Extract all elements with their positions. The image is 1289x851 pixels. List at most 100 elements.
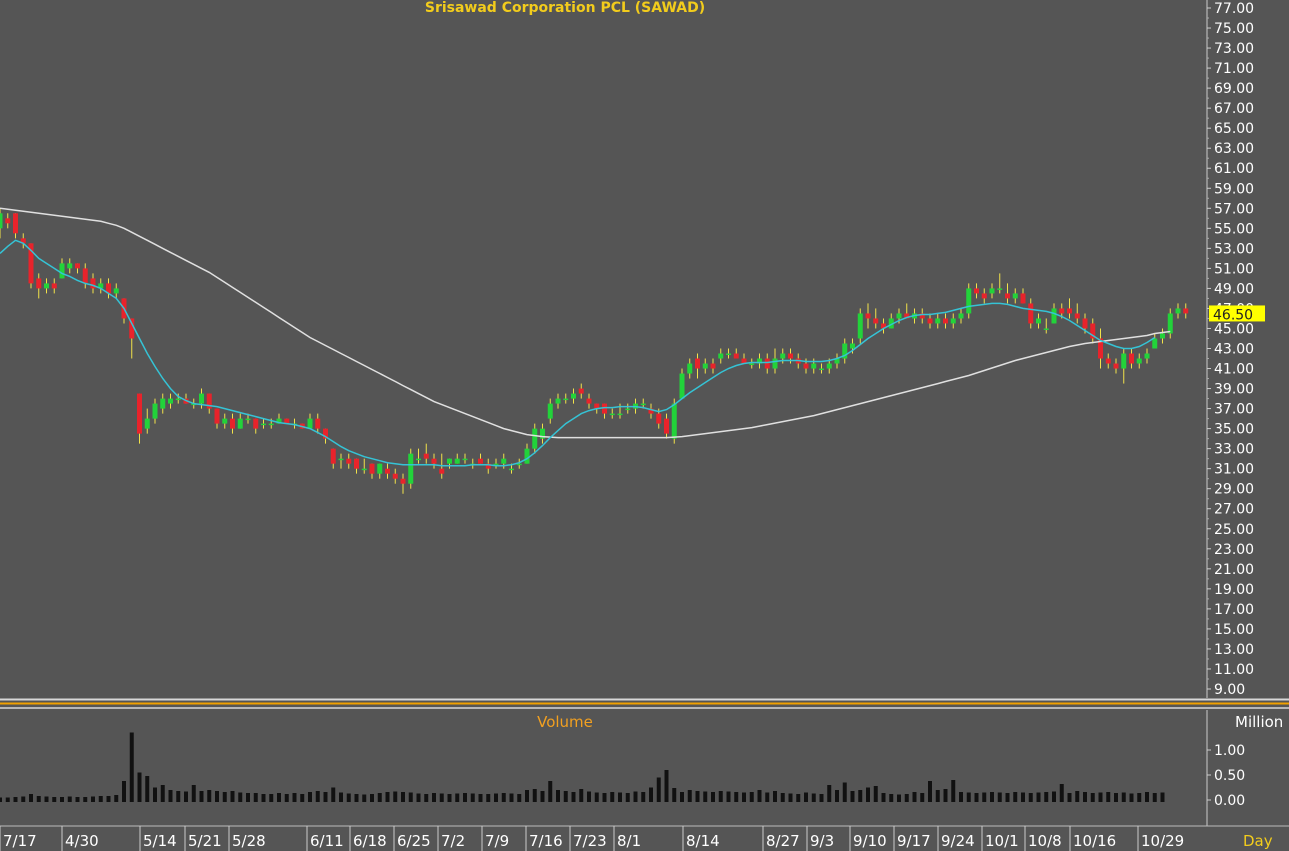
date-tick-label: 7/23 — [573, 832, 607, 850]
candle — [602, 403, 607, 419]
volume-bar — [308, 792, 312, 802]
candle — [338, 453, 344, 469]
candle-body-up — [772, 358, 778, 369]
price-tick-label: 65.00 — [1214, 121, 1254, 137]
candle — [82, 263, 88, 289]
candle-body-up — [98, 283, 104, 289]
volume-bar — [703, 791, 708, 802]
volume-bar — [1005, 793, 1010, 802]
volume-bar — [525, 790, 529, 802]
date-tick-labels: 7/17 4/30 5/14 5/21 5/28 6/11 6/18 6/25 7/2 7/9 7/… — [0, 826, 1184, 851]
candle-body-down — [881, 323, 886, 329]
candle — [36, 273, 42, 299]
date-tick-label: 8/1 — [617, 832, 641, 850]
volume-bar — [610, 792, 615, 802]
price-tick-label: 45.00 — [1214, 321, 1254, 337]
candle — [989, 283, 995, 299]
price-tick-label: 55.00 — [1214, 221, 1254, 237]
candle — [609, 408, 615, 419]
volume-bar — [153, 787, 157, 802]
candle — [392, 468, 398, 484]
volume-bar — [463, 793, 467, 802]
candle — [423, 443, 429, 464]
volume-bar — [168, 790, 173, 802]
price-tick-label: 73.00 — [1214, 41, 1254, 57]
candle-body-down — [214, 408, 220, 424]
volume-bar — [904, 794, 909, 802]
date-tick-label: 8/14 — [686, 832, 720, 850]
candle-body-up — [819, 368, 824, 371]
candle-body-down — [664, 418, 669, 434]
volume-bar — [447, 794, 452, 802]
candle-body-up — [168, 398, 173, 404]
candle — [0, 208, 3, 239]
candle — [904, 303, 910, 319]
price-tick-label: 53.00 — [1214, 241, 1254, 257]
date-tick-label: 7/16 — [529, 832, 563, 850]
candle-body-down — [423, 453, 429, 459]
volume-bar — [943, 789, 948, 802]
candle — [462, 453, 468, 464]
price-axis: 77.00 75.00 73.00 71.00 69.00 67.00 65.00 63.00… — [1207, 1, 1254, 698]
candle-body-up — [571, 393, 576, 399]
candle — [478, 453, 483, 464]
candle-body-up — [842, 343, 848, 359]
price-tick-label: 37.00 — [1214, 402, 1254, 418]
volume-bar — [246, 793, 250, 802]
volume-bar — [1021, 792, 1025, 802]
candle-body-down — [741, 358, 747, 364]
volume-bar — [796, 794, 801, 802]
candle-body-up — [757, 358, 762, 364]
candle — [1129, 348, 1134, 369]
candle-body-up — [377, 463, 383, 474]
date-tick-label: 10/16 — [1073, 832, 1116, 850]
candle-body-up — [671, 403, 677, 439]
candle — [1005, 283, 1010, 304]
date-tick-label: 9/17 — [897, 832, 931, 850]
volume-bar — [1160, 792, 1165, 802]
candle — [857, 308, 863, 344]
date-tick-label: 4/30 — [65, 832, 99, 850]
volume-bar — [269, 794, 274, 802]
volume-bar — [517, 794, 522, 802]
date-tick-label: 5/28 — [232, 832, 266, 850]
volume-bar — [563, 791, 568, 802]
candle-body-up — [687, 363, 693, 374]
volume-bar — [75, 797, 80, 802]
candle — [578, 383, 584, 399]
candle — [865, 303, 871, 329]
candle-body-down — [656, 413, 662, 424]
volume-bar — [501, 793, 506, 802]
last-price-marker: 46.50 — [1209, 305, 1265, 323]
candle-body-up — [237, 418, 243, 429]
volume-bar — [819, 794, 824, 802]
date-tick-label: 8/27 — [766, 832, 800, 850]
candle — [563, 393, 569, 404]
volume-bar — [261, 794, 266, 802]
candle — [1167, 308, 1173, 339]
volume-bar — [52, 797, 57, 802]
candle — [315, 413, 321, 434]
volume-bar — [920, 793, 925, 802]
volume-bar — [974, 793, 979, 802]
candle — [687, 358, 693, 379]
candle — [59, 258, 65, 279]
candle-body-up — [780, 353, 786, 359]
candle — [330, 448, 336, 469]
volume-tick-label: 0.50 — [1214, 768, 1245, 784]
candle-body-up — [524, 448, 530, 464]
candle-body-down — [1183, 308, 1189, 314]
moving-average-long-line — [0, 207, 1171, 439]
candle-body-up — [307, 418, 313, 429]
candle-body-up — [1152, 338, 1158, 349]
candle — [237, 413, 243, 429]
volume-bar — [292, 793, 297, 802]
candle-body-down — [13, 213, 18, 234]
price-tick-label: 75.00 — [1214, 21, 1254, 37]
candle-body-up — [702, 363, 708, 369]
volume-bar — [618, 792, 622, 802]
volume-bar — [990, 792, 994, 802]
candle-body-up — [958, 313, 964, 319]
volume-bar — [594, 792, 599, 802]
